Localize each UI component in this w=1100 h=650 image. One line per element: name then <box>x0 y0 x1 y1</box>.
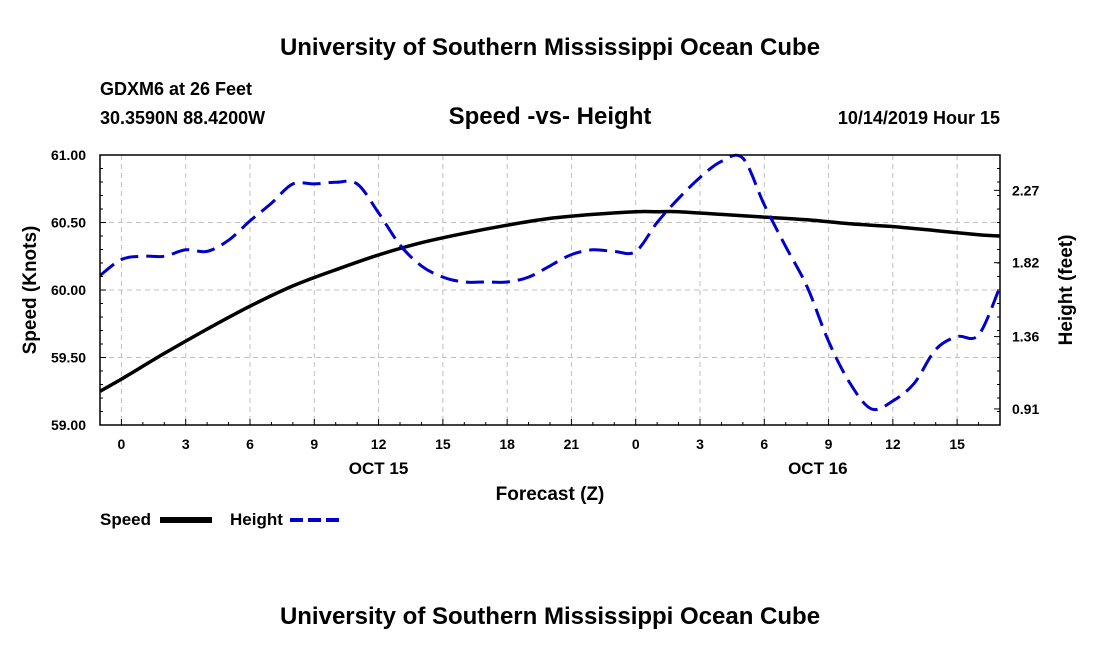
x-tick-label: 6 <box>760 436 768 452</box>
date-label: 10/14/2019 Hour 15 <box>838 108 1000 128</box>
coords-label: 30.3590N 88.4200W <box>100 108 265 128</box>
y-tick-label: 60.00 <box>51 282 86 298</box>
y2-tick-label: 0.91 <box>1012 401 1039 417</box>
speed-series-line <box>99 209 1001 393</box>
x-tick-label: 0 <box>632 436 640 452</box>
x-tick-label: 15 <box>949 436 965 452</box>
y-tick-label: 59.00 <box>51 417 86 433</box>
legend-height-label: Height <box>230 510 283 529</box>
x-tick-label: 3 <box>696 436 704 452</box>
y-axis-title: Speed (Knots) <box>20 226 41 355</box>
series-lines <box>99 153 1002 412</box>
x-axis-title: Forecast (Z) <box>496 484 605 505</box>
x-tick-label: 0 <box>118 436 126 452</box>
y2-tick-label: 1.82 <box>1012 255 1039 271</box>
y-tick-label: 61.00 <box>51 147 86 163</box>
legend-speed-label: Speed <box>100 510 151 529</box>
station-label: GDXM6 at 26 Feet <box>100 79 252 99</box>
x-tick-label: 3 <box>182 436 190 452</box>
x-tick-label: 12 <box>371 436 387 452</box>
y-tick-label: 60.50 <box>51 215 86 231</box>
x-tick-label: 9 <box>310 436 318 452</box>
y2-tick-label: 2.27 <box>1012 182 1039 198</box>
x-tick-label: 21 <box>564 436 580 452</box>
axis-ticks: 0 3 6 9 12 15 18 21 0 3 6 9 12 15 OCT 15 OCT 16 59.00 59.… <box>51 147 1040 478</box>
date-label: OCT 15 <box>349 459 409 478</box>
date-label: OCT 16 <box>788 459 848 478</box>
header-title: University of Southern Mississippi Ocean… <box>280 34 820 61</box>
x-tick-label: 18 <box>499 436 515 452</box>
x-tick-label: 9 <box>825 436 833 452</box>
x-tick-label: 15 <box>435 436 451 452</box>
y-tick-label: 59.50 <box>51 350 86 366</box>
x-tick-label: 6 <box>246 436 254 452</box>
y2-tick-label: 1.36 <box>1012 329 1039 345</box>
height-series-line <box>99 153 1002 412</box>
chart-title: Speed -vs- Height <box>449 103 652 130</box>
footer-title: University of Southern Mississippi Ocean… <box>280 603 820 630</box>
x-tick-label: 12 <box>885 436 901 452</box>
y2-axis-title: Height (feet) <box>1056 235 1077 346</box>
grid-lines <box>100 155 1000 425</box>
